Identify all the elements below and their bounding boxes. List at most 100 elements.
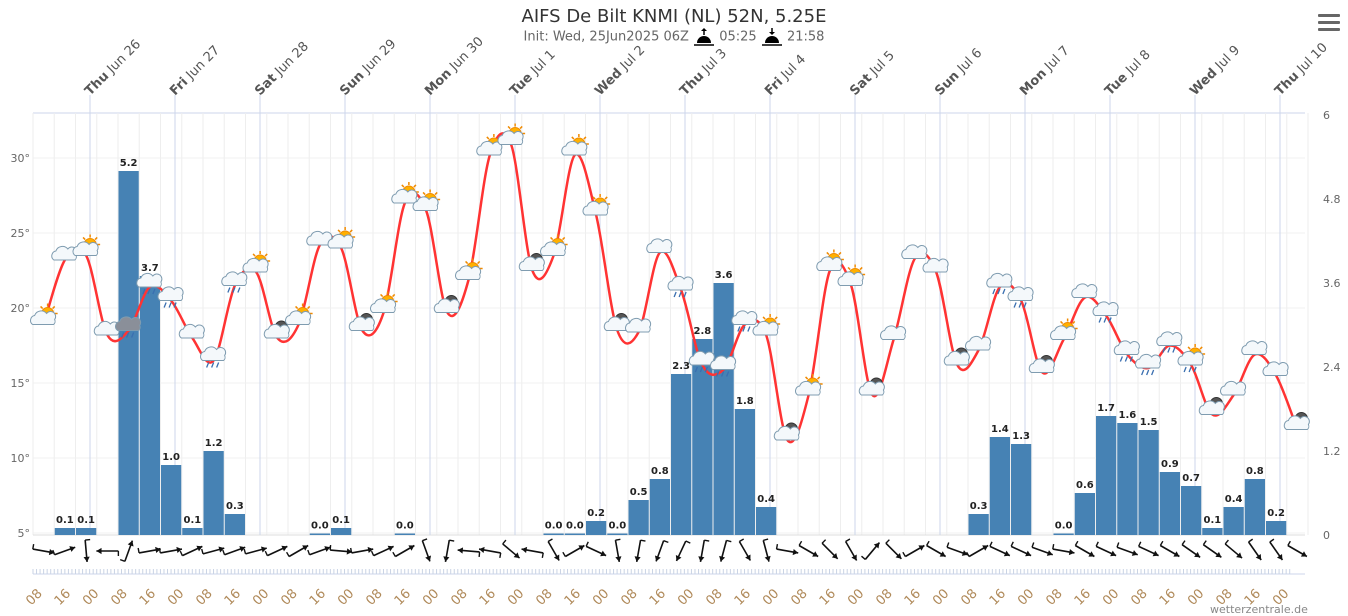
precip-data-label: 0.3: [226, 501, 244, 512]
day-label: Thu Jul 10: [1272, 40, 1331, 99]
wind-barb: [1203, 541, 1206, 545]
wind-arrow-icon: [615, 539, 621, 562]
day-label: Tue Jul 1: [507, 47, 558, 98]
wind-arrow-icon: [719, 540, 731, 561]
precip-data-label: 0.6: [1076, 480, 1094, 491]
precip-data-label: 5.2: [120, 158, 138, 169]
precip-data-label: 0.7: [1182, 473, 1200, 484]
precip-data-label: 0.1: [77, 515, 95, 526]
precip-bar: [204, 451, 224, 535]
precip-axis-label: 1.2: [1323, 445, 1341, 458]
precip-data-label: 1.5: [1140, 417, 1158, 428]
cloud-shape: [286, 311, 311, 325]
rain-cloud-icon: [1093, 302, 1118, 323]
rain-drop: [1152, 370, 1154, 375]
wind-barb: [1270, 539, 1274, 542]
precip-data-label: 1.6: [1119, 410, 1137, 421]
sun-cloud-icon: [541, 235, 568, 256]
hour-label: 00: [675, 586, 697, 608]
wind-arrow-icon: [458, 547, 480, 557]
day-label: Tue Jul 8: [1102, 47, 1153, 98]
precip-data-label: 0.4: [757, 494, 775, 505]
rain-cloud-icon: [1136, 354, 1161, 375]
cloud-shape: [774, 426, 799, 440]
wind-arrow-icon: [967, 545, 989, 556]
wind-arrow-icon: [927, 541, 946, 556]
precip-bar: [331, 528, 351, 535]
wind-arrow-icon: [1053, 544, 1075, 555]
wind-barb: [947, 543, 949, 548]
day-label-date: Jul 9: [1210, 43, 1243, 76]
wind-arrow-icon: [159, 547, 182, 553]
precip-axis-label: 4.8: [1323, 193, 1341, 206]
precip-data-label: 0.0: [566, 521, 584, 532]
wind-arrow-head: [719, 556, 725, 562]
rain-drop: [1024, 303, 1026, 308]
cloud-shape: [222, 272, 247, 286]
cloud-shape: [519, 257, 544, 271]
precip-bar: [969, 514, 989, 535]
precip-data-label: 3.6: [715, 270, 733, 281]
precip-data-label: 0.0: [1055, 521, 1073, 532]
sun-cloud-icon: [562, 134, 589, 155]
hour-label: 00: [165, 586, 187, 608]
precip-bar: [1075, 493, 1095, 535]
precip-data-label: 0.8: [651, 466, 669, 477]
hour-label: 08: [533, 586, 555, 608]
hour-label: 08: [1043, 586, 1065, 608]
rain-drop: [1184, 367, 1186, 372]
hour-label: 00: [845, 586, 867, 608]
wind-barb: [1160, 541, 1163, 545]
precip-data-label: 0.0: [545, 521, 563, 532]
cloud-shape: [434, 299, 459, 313]
wind-barb: [372, 551, 374, 556]
sun-ray: [763, 317, 765, 319]
sun-cloud-icon: [243, 251, 270, 272]
hour-label: 08: [108, 586, 130, 608]
credit-text[interactable]: wetterzentrale.de: [1210, 603, 1308, 616]
cloud-icon: [923, 258, 948, 272]
wind-barb: [223, 550, 225, 555]
cloud-shape: [966, 336, 991, 350]
wind-arrow-icon: [846, 539, 857, 561]
precip-bar: [119, 171, 139, 535]
rain-drop: [1014, 303, 1016, 308]
day-label-date: Jul 7: [1039, 43, 1072, 76]
sun-cloud-icon: [796, 374, 823, 395]
cloud-shape: [923, 258, 948, 272]
wind-arrow-icon: [1139, 542, 1159, 556]
wind-arrow-icon: [698, 540, 709, 562]
cloud-icon: [1072, 284, 1097, 298]
precip-data-label: 0.3: [970, 501, 988, 512]
wind-arrow-icon: [1203, 541, 1221, 558]
day-label-date: Jul 3: [697, 46, 730, 79]
precip-axis-label: 6: [1323, 109, 1330, 122]
wind-barb: [903, 552, 906, 556]
precip-bar: [161, 465, 181, 535]
wind-barb: [138, 548, 139, 553]
rain-drop: [1003, 289, 1005, 294]
day-label: Wed Jul 2: [592, 43, 648, 99]
wind-barb: [265, 551, 267, 556]
cloud-icon: [966, 336, 991, 350]
wind-arrow-icon: [138, 547, 161, 553]
wind-barb: [1182, 541, 1185, 545]
wind-arrow-icon: [372, 546, 394, 556]
sun-ray: [1188, 347, 1190, 349]
precip-bar: [1245, 479, 1265, 535]
cloud-shape: [817, 257, 842, 271]
sun-cloud-icon: [456, 259, 483, 280]
wind-arrow-icon: [96, 548, 118, 556]
wind-barb: [1053, 544, 1054, 549]
wind-arrow-icon: [777, 544, 799, 555]
wind-barb: [990, 542, 992, 547]
day-label-date: Jul 2: [615, 43, 648, 76]
wind-barb: [861, 556, 865, 559]
wind-arrow-icon: [1270, 539, 1283, 560]
cloud-shape: [838, 272, 863, 286]
cloud-shape: [732, 311, 757, 325]
sun-cloud-icon: [73, 235, 100, 256]
wind-barb: [1075, 541, 1078, 545]
sun-ray: [1061, 321, 1063, 323]
